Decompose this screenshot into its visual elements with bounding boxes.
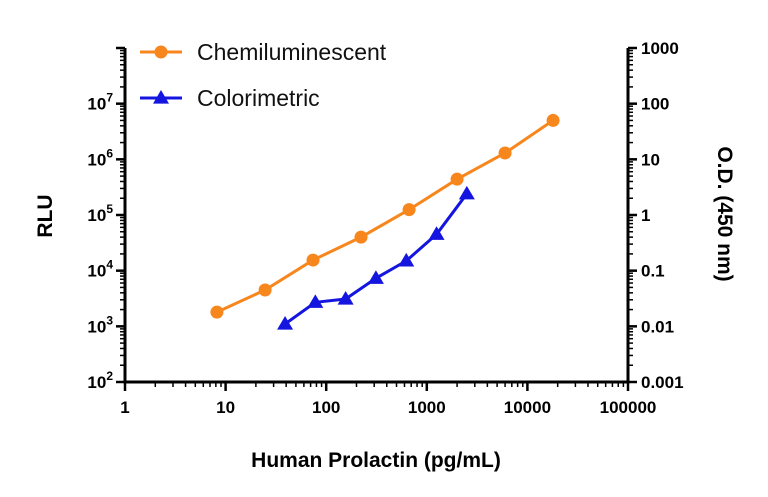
data-point bbox=[367, 270, 384, 284]
series-line bbox=[216, 119, 554, 314]
y-tick-label: 107 bbox=[87, 91, 113, 114]
y2-tick-label: 100 bbox=[641, 95, 669, 114]
y-tick-label: 106 bbox=[87, 146, 113, 169]
data-point bbox=[210, 305, 224, 319]
data-point bbox=[337, 290, 354, 305]
legend-label: Colorimetric bbox=[197, 85, 320, 111]
legend-item: Chemiluminescent bbox=[140, 39, 387, 65]
legend-marker bbox=[153, 90, 169, 104]
data-point bbox=[306, 253, 320, 267]
y-tick-label: 105 bbox=[87, 202, 113, 225]
data-point bbox=[354, 230, 368, 244]
data-point bbox=[277, 316, 294, 330]
data-point bbox=[428, 226, 445, 240]
y2-tick-label: 0.01 bbox=[641, 317, 674, 336]
left-y-axis-title: RLU bbox=[34, 194, 57, 237]
x-tick-label: 1 bbox=[120, 398, 129, 417]
y2-tick-label: 1000 bbox=[641, 39, 679, 58]
data-point bbox=[546, 113, 560, 127]
y2-tick-label: 0.001 bbox=[641, 373, 684, 392]
series-chemiluminescent bbox=[210, 113, 560, 319]
y2-tick-label: 10 bbox=[641, 150, 660, 169]
left-y-axis-ticks: 102 103 104 105 106 107 bbox=[87, 46, 125, 392]
legend: Chemiluminescent Colorimetric bbox=[140, 39, 387, 111]
legend-label: Chemiluminescent bbox=[197, 39, 387, 65]
x-tick-label: 10000 bbox=[504, 398, 551, 417]
x-axis-title: Human Prolactin (pg/mL) bbox=[251, 449, 501, 472]
data-point bbox=[450, 172, 464, 186]
y-tick-label: 104 bbox=[87, 258, 113, 281]
y2-tick-label: 1 bbox=[641, 206, 650, 225]
legend-marker bbox=[154, 45, 168, 59]
data-point bbox=[498, 146, 512, 160]
y-tick-label: 103 bbox=[87, 313, 113, 336]
y-tick-label: 102 bbox=[87, 369, 113, 392]
data-point bbox=[398, 252, 415, 267]
x-tick-label: 1000 bbox=[408, 398, 446, 417]
data-point bbox=[307, 294, 324, 308]
data-point bbox=[402, 203, 416, 217]
y2-tick-label: 0.1 bbox=[641, 262, 665, 281]
x-tick-label: 100 bbox=[312, 398, 340, 417]
data-point bbox=[258, 283, 272, 297]
data-point bbox=[458, 185, 475, 200]
right-y-axis-title: O.D. (450 nm) bbox=[713, 146, 736, 281]
series-colorimetric bbox=[277, 185, 475, 330]
x-axis-ticks: 1 10 100 1000 10000 100000 bbox=[120, 382, 656, 417]
right-y-axis-ticks: 0.001 0.01 0.1 1 10 100 1000 bbox=[628, 39, 684, 392]
series-layer bbox=[210, 113, 560, 330]
legend-item: Colorimetric bbox=[140, 85, 320, 111]
x-tick-label: 10 bbox=[216, 398, 235, 417]
x-tick-label: 100000 bbox=[600, 398, 657, 417]
